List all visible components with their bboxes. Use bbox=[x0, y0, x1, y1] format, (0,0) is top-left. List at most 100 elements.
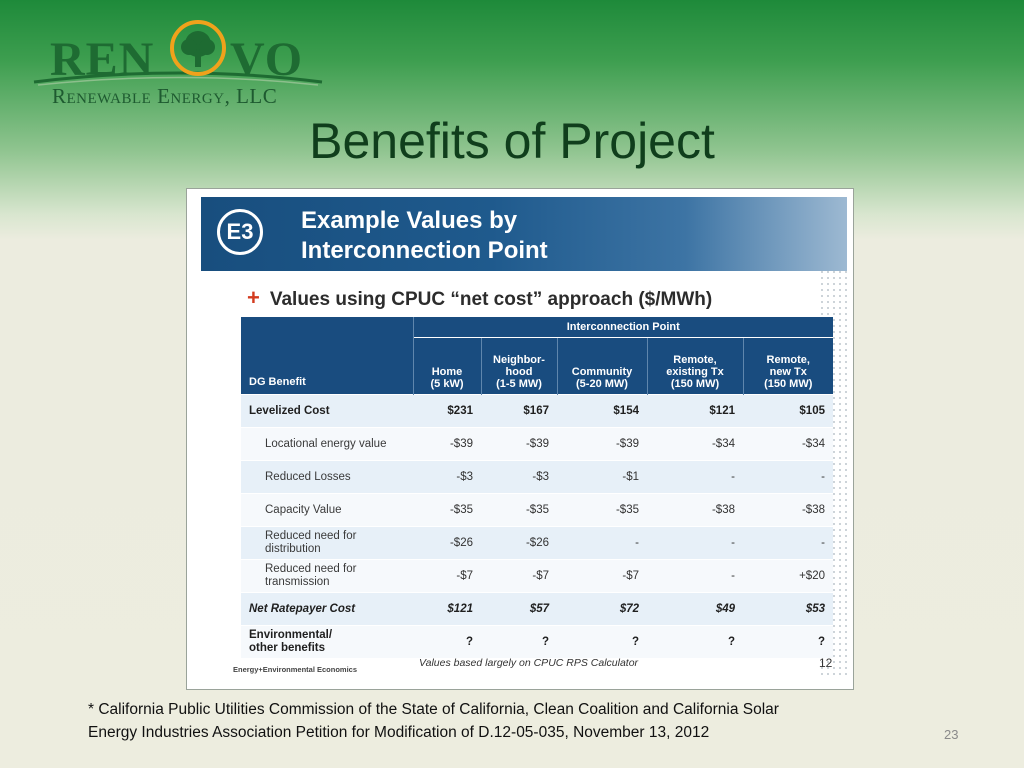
table-cell: ? bbox=[647, 625, 743, 658]
row-label: Reduced need for transmission bbox=[241, 559, 413, 593]
table-cell: ? bbox=[413, 625, 481, 658]
renovo-logo: REN VO Renewable Energy, LLC bbox=[30, 14, 330, 114]
table-cell: - bbox=[743, 460, 833, 494]
table-cell: -$35 bbox=[413, 493, 481, 527]
table-cell: $53 bbox=[743, 592, 833, 626]
table-cell: -$39 bbox=[413, 427, 481, 461]
column-header-line: (150 MW) bbox=[764, 378, 813, 390]
column-header-line: Remote, bbox=[766, 354, 810, 366]
column-header: Neighbor-hood (1-5 MW) bbox=[480, 337, 557, 395]
table-cell: - bbox=[647, 460, 743, 494]
plus-bullet-icon: + bbox=[247, 285, 260, 310]
row-label-line: Reduced Losses bbox=[265, 470, 351, 483]
row-label-line: transmission bbox=[265, 576, 330, 588]
row-label: Locational energy value bbox=[241, 427, 413, 461]
table-cell: ? bbox=[557, 625, 647, 658]
table-cell: -$7 bbox=[557, 559, 647, 593]
column-header-line: existing Tx bbox=[666, 366, 724, 378]
table-row: Reduced need for distribution -$26 -$26- - - bbox=[241, 526, 833, 560]
values-table: DG Benefit Interconnection Point Home (5 … bbox=[241, 317, 833, 658]
table-cell: - bbox=[647, 526, 743, 560]
column-header-line: Remote, bbox=[673, 354, 717, 366]
e3-logo-icon: E3 bbox=[217, 209, 263, 255]
e3-page-number: 12 bbox=[819, 656, 833, 670]
table-cell: $72 bbox=[557, 592, 647, 626]
row-label-line: Capacity Value bbox=[265, 503, 342, 516]
table-cell: $105 bbox=[743, 394, 833, 428]
table-cell: -$35 bbox=[481, 493, 557, 527]
table-row: Net Ratepayer Cost $121 $57 $72 $49 $53 bbox=[241, 592, 833, 626]
table-cell: $167 bbox=[481, 394, 557, 428]
banner-title-line2: Interconnection Point bbox=[301, 237, 548, 264]
table-cell: -$3 bbox=[413, 460, 481, 494]
row-label: Environmental/other benefits bbox=[241, 625, 413, 658]
table-row: Locational energy value -$39 -$39 -$39 -$34-… bbox=[241, 427, 833, 461]
column-header: Home (5 kW) bbox=[412, 337, 481, 395]
table-cell: - bbox=[557, 526, 647, 560]
footnote-line1: * California Public Utilities Commission… bbox=[88, 701, 779, 718]
banner-title-line1: Example Values by bbox=[301, 207, 518, 234]
table-cell: -$7 bbox=[481, 559, 557, 593]
table-cell: -$7 bbox=[413, 559, 481, 593]
table-row: Environmental/other benefits????? bbox=[241, 625, 833, 658]
table-cell: - bbox=[647, 559, 743, 593]
row-label: Reduced Losses bbox=[241, 460, 413, 494]
column-header-line: Community bbox=[571, 366, 633, 378]
row-header: DG Benefit bbox=[241, 317, 414, 395]
table-row: Levelized Cost $231 $167 $154 $121 $105 bbox=[241, 394, 833, 428]
inset-banner: E3 Example Values by Interconnection Poi… bbox=[201, 197, 847, 271]
table-cell: -$26 bbox=[413, 526, 481, 560]
table-cell: -$34 bbox=[743, 427, 833, 461]
table-cell: -$38 bbox=[647, 493, 743, 527]
logo-word-right: VO bbox=[230, 33, 304, 86]
slide-number: 23 bbox=[944, 727, 959, 742]
footnote-line2: Energy Industries Association Petition f… bbox=[88, 724, 710, 741]
bullet-heading: + Values using CPUC “net cost” approach (… bbox=[247, 285, 712, 311]
column-header-line: (1-5 MW) bbox=[496, 378, 542, 390]
table-cell: +$20 bbox=[743, 559, 833, 593]
table-cell: - bbox=[743, 526, 833, 560]
row-label-line: distribution bbox=[265, 543, 321, 555]
table-cell: -$34 bbox=[647, 427, 743, 461]
row-label-line: Net Ratepayer Cost bbox=[249, 602, 356, 615]
table-cell: -$3 bbox=[481, 460, 557, 494]
column-header-line: new Tx bbox=[769, 366, 807, 378]
table-cell: -$26 bbox=[481, 526, 557, 560]
row-label: Levelized Cost bbox=[241, 394, 413, 428]
row-label-line: Reduced need for bbox=[265, 563, 357, 575]
column-header: Community (5-20 MW) bbox=[556, 337, 647, 395]
table-row: Reduced Losses -$3 -$3 -$1- - bbox=[241, 460, 833, 494]
swoosh-icon bbox=[33, 71, 323, 86]
column-header: Remote, existing Tx (150 MW) bbox=[646, 337, 743, 395]
logo-word-left: REN bbox=[50, 33, 155, 86]
row-label: Net Ratepayer Cost bbox=[241, 592, 413, 626]
table-cell: -$38 bbox=[743, 493, 833, 527]
logo-subtitle: Renewable Energy, LLC bbox=[52, 84, 278, 108]
slide-title: Benefits of Project bbox=[309, 113, 715, 169]
row-label-line: Reduced need for bbox=[265, 530, 357, 542]
column-header: Remote, new Tx (150 MW) bbox=[742, 337, 833, 395]
row-label-line: Levelized Cost bbox=[249, 404, 330, 417]
column-header-line: Neighbor- bbox=[493, 354, 545, 366]
row-label-line: other benefits bbox=[249, 642, 326, 654]
group-header: Interconnection Point bbox=[413, 317, 833, 338]
table-row: Capacity Value -$35 -$35 -$35 -$38 -$38 bbox=[241, 493, 833, 527]
table-cell: $49 bbox=[647, 592, 743, 626]
e3-footer-note: Values based largely on CPUC RPS Calcula… bbox=[419, 657, 639, 669]
inset-slide: E3 Example Values by Interconnection Poi… bbox=[186, 188, 854, 690]
table-row: Reduced need for transmission -$7 -$7 -$7- +$… bbox=[241, 559, 833, 593]
row-label-line: Environmental/ bbox=[249, 629, 333, 641]
row-label: Capacity Value bbox=[241, 493, 413, 527]
column-header-line: hood bbox=[505, 366, 533, 378]
table-cell: $121 bbox=[413, 592, 481, 626]
column-header-line: (5 kW) bbox=[430, 378, 464, 390]
column-header-line: (150 MW) bbox=[670, 378, 720, 390]
e3-footer-brand: Energy+Environmental Economics bbox=[233, 665, 357, 674]
column-header-line: Home bbox=[431, 366, 463, 378]
table-cell: $154 bbox=[557, 394, 647, 428]
table-cell: -$35 bbox=[557, 493, 647, 527]
table-cell: $57 bbox=[481, 592, 557, 626]
table-cell: ? bbox=[743, 625, 833, 658]
footnote: * California Public Utilities Commission… bbox=[88, 698, 918, 744]
table-cell: $121 bbox=[647, 394, 743, 428]
